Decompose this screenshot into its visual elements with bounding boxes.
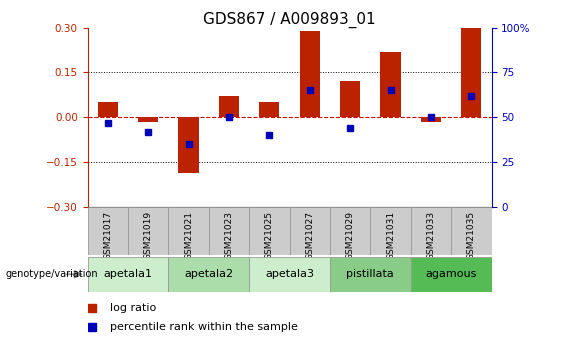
Bar xyxy=(98,102,118,117)
Title: GDS867 / A009893_01: GDS867 / A009893_01 xyxy=(203,11,376,28)
Text: GSM21031: GSM21031 xyxy=(386,211,395,260)
Text: GSM21023: GSM21023 xyxy=(224,211,233,260)
Bar xyxy=(168,207,209,255)
Bar xyxy=(249,257,330,292)
Text: GSM21021: GSM21021 xyxy=(184,211,193,260)
Bar xyxy=(451,207,492,255)
Bar xyxy=(461,28,481,117)
Bar xyxy=(88,207,128,255)
Bar xyxy=(179,117,199,172)
Bar xyxy=(168,257,249,292)
Bar xyxy=(209,207,249,255)
Text: agamous: agamous xyxy=(425,269,477,279)
Text: apetala2: apetala2 xyxy=(184,269,233,279)
Text: GSM21017: GSM21017 xyxy=(103,211,112,260)
Text: pistillata: pistillata xyxy=(346,269,394,279)
Text: apetala3: apetala3 xyxy=(265,269,314,279)
Text: GSM21033: GSM21033 xyxy=(427,211,436,260)
Text: percentile rank within the sample: percentile rank within the sample xyxy=(110,322,298,332)
Bar xyxy=(290,207,330,255)
Bar xyxy=(88,257,168,292)
Text: GSM21019: GSM21019 xyxy=(144,211,153,260)
Bar xyxy=(299,31,320,117)
Bar xyxy=(421,117,441,122)
Text: apetala1: apetala1 xyxy=(103,269,153,279)
Bar xyxy=(411,257,492,292)
Text: genotype/variation: genotype/variation xyxy=(6,269,98,279)
Bar xyxy=(371,207,411,255)
Bar xyxy=(249,207,289,255)
Bar xyxy=(330,207,371,255)
Bar xyxy=(128,207,168,255)
Bar xyxy=(330,257,411,292)
Bar xyxy=(219,96,239,117)
Text: GSM21025: GSM21025 xyxy=(265,211,274,260)
Text: GSM21029: GSM21029 xyxy=(346,211,355,260)
Bar xyxy=(259,102,280,117)
Bar xyxy=(340,81,360,117)
Bar xyxy=(411,207,451,255)
Text: log ratio: log ratio xyxy=(110,303,156,313)
Bar xyxy=(138,117,158,122)
Bar xyxy=(380,51,401,117)
Text: GSM21035: GSM21035 xyxy=(467,211,476,260)
Text: GSM21027: GSM21027 xyxy=(305,211,314,260)
